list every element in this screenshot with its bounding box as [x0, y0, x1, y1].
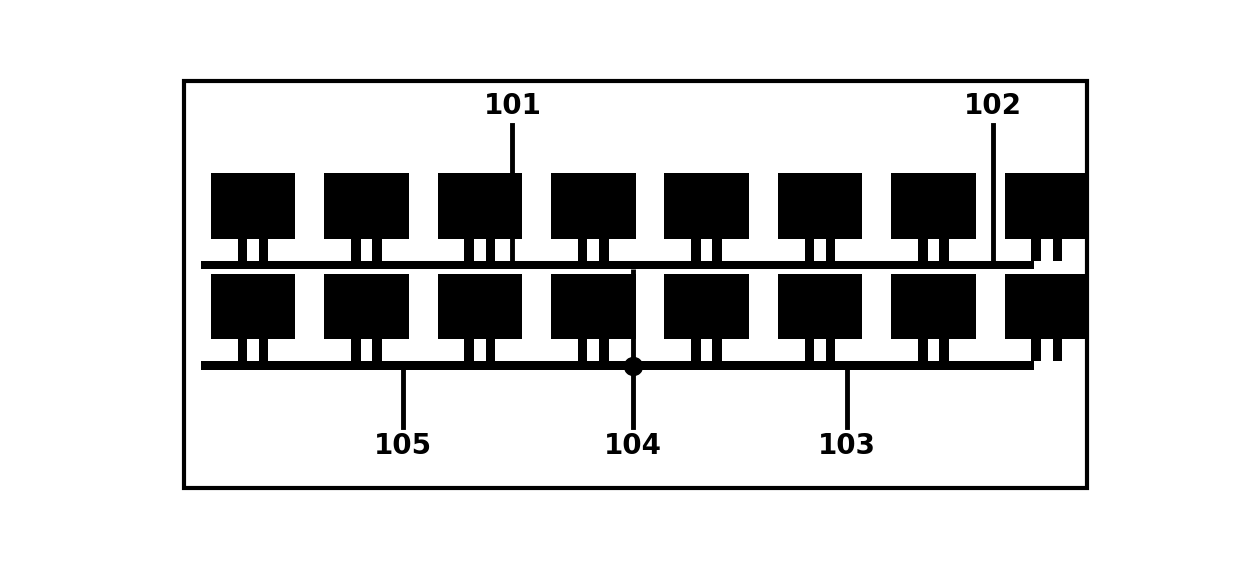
Bar	[632, 261, 1034, 269]
Bar	[892, 173, 976, 239]
Text: 102: 102	[963, 92, 1022, 120]
Bar	[805, 239, 815, 261]
Bar	[351, 339, 361, 361]
Bar	[1053, 339, 1063, 361]
Bar	[1004, 274, 1089, 339]
Bar	[1053, 239, 1063, 261]
Bar	[939, 239, 949, 261]
Bar	[438, 173, 522, 239]
Bar	[939, 339, 949, 361]
Bar	[486, 339, 495, 361]
Bar	[599, 239, 609, 261]
Bar	[599, 339, 609, 361]
Bar	[486, 239, 495, 261]
Bar	[665, 173, 749, 239]
Bar	[372, 339, 382, 361]
Bar	[691, 339, 701, 361]
Bar	[259, 339, 268, 361]
Bar	[438, 274, 522, 339]
Bar	[777, 274, 862, 339]
Bar	[351, 239, 361, 261]
Bar	[211, 274, 295, 339]
Bar	[777, 173, 862, 239]
Bar	[826, 239, 836, 261]
Text: 103: 103	[818, 432, 875, 460]
Bar	[201, 361, 632, 370]
Bar	[1032, 239, 1042, 261]
Text: 105: 105	[374, 432, 432, 460]
Bar	[665, 274, 749, 339]
Bar	[892, 274, 976, 339]
Bar	[713, 339, 722, 361]
Bar	[551, 173, 635, 239]
Bar	[238, 239, 247, 261]
Bar	[551, 274, 635, 339]
Bar	[691, 239, 701, 261]
Bar	[805, 339, 815, 361]
Bar	[918, 339, 928, 361]
Bar	[372, 239, 382, 261]
Bar	[201, 261, 632, 269]
Text: 104: 104	[604, 432, 662, 460]
Bar	[578, 339, 588, 361]
Bar	[826, 339, 836, 361]
Bar	[1032, 339, 1042, 361]
Bar	[324, 173, 409, 239]
Bar	[465, 239, 474, 261]
Text: 101: 101	[484, 92, 542, 120]
Bar	[1004, 173, 1089, 239]
Bar	[578, 239, 588, 261]
Bar	[713, 239, 722, 261]
Bar	[238, 339, 247, 361]
Bar	[465, 339, 474, 361]
Bar	[259, 239, 268, 261]
Bar	[211, 173, 295, 239]
Bar	[324, 274, 409, 339]
Bar	[918, 239, 928, 261]
Bar	[632, 361, 1034, 370]
